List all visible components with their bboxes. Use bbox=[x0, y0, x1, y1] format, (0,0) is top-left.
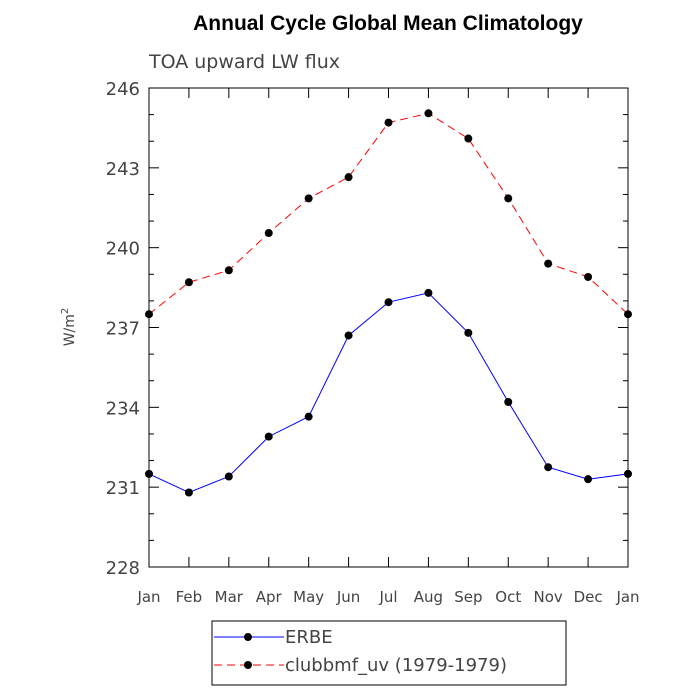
y-tick-label: 246 bbox=[106, 79, 140, 100]
data-point bbox=[264, 432, 273, 441]
y-tick-label: 234 bbox=[106, 398, 140, 419]
legend-label-erbe: ERBE bbox=[285, 627, 333, 648]
x-tick-label: Apr bbox=[256, 588, 283, 606]
data-point bbox=[504, 398, 513, 407]
data-point bbox=[584, 475, 593, 484]
data-point bbox=[544, 463, 553, 472]
data-point bbox=[304, 412, 313, 421]
data-point bbox=[184, 488, 193, 497]
data-point bbox=[544, 259, 553, 268]
series-layer bbox=[145, 109, 632, 497]
x-tick-label: Jul bbox=[378, 588, 397, 606]
data-point bbox=[504, 194, 513, 203]
data-point bbox=[224, 472, 233, 481]
data-point bbox=[384, 298, 393, 307]
x-tick-label: Oct bbox=[495, 588, 521, 606]
x-tick-label: Mar bbox=[215, 588, 244, 606]
y-tick-labels: 228 231 234 237 240 243 246 bbox=[106, 79, 140, 579]
x-tick-labels: Jan Feb Mar Apr May Jun Jul Aug Sep Oct Nov Dec Jan bbox=[136, 588, 639, 606]
legend-marker-erbe bbox=[244, 633, 252, 641]
data-point bbox=[264, 229, 273, 238]
data-point bbox=[624, 469, 632, 478]
x-tick-label: Feb bbox=[176, 588, 203, 606]
plot-frame bbox=[148, 87, 629, 568]
data-point bbox=[424, 288, 433, 297]
legend-label-clubbmf: clubbmf_uv (1979-1979) bbox=[285, 655, 507, 676]
data-point bbox=[224, 266, 233, 275]
data-point bbox=[145, 310, 153, 319]
y-tick-label: 243 bbox=[106, 159, 140, 180]
y-tick-label: 228 bbox=[106, 558, 140, 579]
x-tick-label: Nov bbox=[534, 588, 563, 606]
data-point bbox=[384, 118, 393, 127]
axis-ticks bbox=[148, 87, 629, 568]
x-tick-label: Aug bbox=[414, 588, 443, 606]
data-point bbox=[624, 310, 632, 319]
chart-title: Annual Cycle Global Mean Climatology bbox=[193, 12, 583, 35]
data-point bbox=[584, 272, 593, 281]
legend: ERBE clubbmf_uv (1979-1979) bbox=[211, 620, 567, 686]
y-axis-label: W/m2 bbox=[60, 308, 78, 347]
x-tick-label: Jan bbox=[136, 588, 160, 606]
data-point bbox=[304, 194, 313, 203]
y-tick-label: 231 bbox=[106, 478, 140, 499]
data-point bbox=[184, 278, 193, 287]
y-tick-label: 237 bbox=[106, 319, 140, 340]
x-tick-label: May bbox=[293, 588, 324, 606]
legend-marker-clubbmf bbox=[244, 661, 252, 669]
series-line-0 bbox=[148, 292, 629, 494]
x-tick-label: Sep bbox=[454, 588, 482, 606]
y-tick-label: 240 bbox=[106, 239, 140, 260]
chart-subtitle: TOA upward LW flux bbox=[148, 51, 340, 73]
x-tick-label: Jan bbox=[615, 588, 639, 606]
data-point bbox=[344, 331, 353, 340]
data-point bbox=[464, 328, 473, 337]
data-point bbox=[145, 469, 153, 478]
data-point bbox=[464, 134, 473, 143]
data-point bbox=[424, 109, 433, 118]
x-tick-label: Jun bbox=[336, 588, 360, 606]
series-line-1 bbox=[148, 112, 629, 315]
data-point bbox=[344, 173, 353, 182]
legend-box bbox=[211, 620, 567, 686]
x-tick-label: Dec bbox=[574, 588, 603, 606]
